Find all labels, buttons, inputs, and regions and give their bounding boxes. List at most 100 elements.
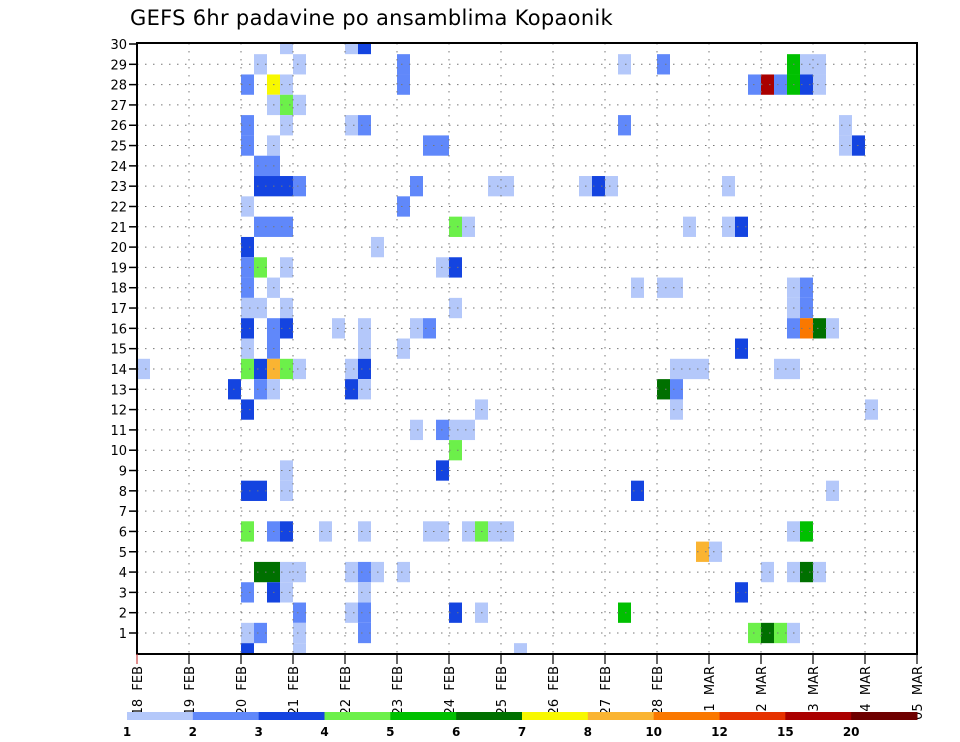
- heatmap-cell: [254, 297, 267, 319]
- heatmap-cell: [241, 643, 254, 654]
- heatmap-cell: [735, 582, 748, 603]
- chart-title: GEFS 6hr padavine po ansamblima Kopaonik: [130, 6, 614, 30]
- colorbar-segment: [719, 712, 786, 720]
- heatmap-cell: [293, 561, 306, 583]
- heatmap-cell: [293, 602, 306, 623]
- heatmap-cell: [605, 176, 618, 197]
- colorbar: 1 2 3 4 5 6 7 8 10 12 15 20: [123, 712, 918, 739]
- heatmap-cell: [293, 358, 306, 380]
- heatmap-cell: [280, 257, 293, 278]
- heatmap-cell: [254, 155, 267, 177]
- x-tick-label: 02 MAR: [755, 666, 770, 720]
- heatmap-cell: [800, 561, 813, 583]
- y-tick-label: 4: [119, 566, 127, 581]
- colorbar-segment: [522, 712, 589, 720]
- heatmap-cell: [800, 74, 813, 95]
- y-tick-label: 13: [110, 383, 127, 398]
- heatmap-cell: [774, 358, 787, 380]
- heatmap-cell: [592, 176, 605, 197]
- y-tick-label: 29: [110, 58, 127, 73]
- heatmap-cell: [254, 480, 267, 501]
- x-tick-label: 20 FEB: [235, 666, 250, 715]
- heatmap-cell: [761, 622, 774, 644]
- heatmap-cell: [670, 277, 683, 298]
- y-tick-label: 2: [119, 607, 127, 622]
- heatmap-cell: [449, 297, 462, 319]
- heatmap-cell: [241, 135, 254, 156]
- heatmap-cell: [241, 236, 254, 258]
- heatmap-cell: [241, 74, 254, 95]
- heatmap-cell: [241, 318, 254, 339]
- heatmap-cell: [410, 419, 423, 441]
- heatmap-cell: [813, 74, 826, 95]
- heatmap-cell: [358, 338, 371, 359]
- heatmap-cell: [449, 419, 462, 441]
- y-tick-label: 17: [110, 302, 127, 317]
- y-tick-label: 6: [119, 525, 127, 540]
- heatmap-cell: [345, 602, 358, 623]
- heatmap-cell: [241, 622, 254, 644]
- x-tick-label: 03 MAR: [807, 666, 822, 720]
- colorbar-segment: [127, 712, 194, 720]
- heatmap-cell: [241, 277, 254, 298]
- heatmap-cell: [631, 277, 644, 298]
- heatmap-cell: [280, 74, 293, 95]
- y-tick-label: 21: [110, 221, 127, 236]
- heatmap-cell: [241, 480, 254, 501]
- heatmap-cell: [358, 358, 371, 380]
- colorbar-label: 2: [189, 725, 197, 739]
- heatmap-cell: [449, 602, 462, 623]
- y-tick-label: 7: [119, 505, 127, 520]
- y-tick-label: 9: [119, 465, 127, 480]
- heatmap-cell: [280, 521, 293, 542]
- x-tick-label: 01 MAR: [703, 666, 718, 720]
- x-tick-label: 21 FEB: [287, 666, 302, 715]
- heatmap-cell: [358, 602, 371, 623]
- colorbar-label: 6: [452, 725, 460, 739]
- heatmap-cell: [735, 216, 748, 237]
- y-tick-label: 18: [110, 282, 127, 297]
- colorbar-label: 3: [254, 725, 262, 739]
- heatmap-cell: [293, 94, 306, 116]
- heatmap-cell: [397, 54, 410, 75]
- heatmap-cell: [774, 74, 787, 95]
- heatmap-cell: [696, 358, 709, 380]
- colorbar-label: 5: [386, 725, 394, 739]
- y-tick-label: 15: [110, 343, 127, 358]
- heatmap-cell: [735, 338, 748, 359]
- y-tick-label: 14: [110, 363, 127, 378]
- y-tick-label: 1: [119, 627, 127, 642]
- colorbar-label: 12: [711, 725, 728, 739]
- heatmap-cell: [293, 54, 306, 75]
- colorbar-segment: [785, 712, 852, 720]
- heatmap-cell: [462, 216, 475, 237]
- heatmap-cell: [670, 379, 683, 400]
- heatmap-cell: [345, 115, 358, 136]
- colorbar-label: 4: [320, 725, 328, 739]
- y-tick-label: 5: [119, 546, 127, 561]
- heatmap-cell: [280, 297, 293, 319]
- heatmap-cell: [761, 74, 774, 95]
- heatmap-cell: [397, 561, 410, 583]
- x-tick-label: 25 FEB: [495, 666, 510, 715]
- heatmap-cell: [280, 318, 293, 339]
- x-tick-label: 26 FEB: [547, 666, 562, 715]
- heatmap-cell: [813, 561, 826, 583]
- x-tick-label: 18 FEB: [131, 666, 146, 715]
- heatmap-cell: [826, 480, 839, 501]
- heatmap-cell: [657, 54, 670, 75]
- heatmap-cell: [280, 216, 293, 237]
- y-tick-label: 3: [119, 586, 127, 601]
- heatmap-cell: [358, 318, 371, 339]
- y-tick-label: 12: [110, 404, 127, 419]
- heatmap-cell: [319, 521, 332, 542]
- heatmap-cell: [254, 54, 267, 75]
- heatmap-cell: [254, 622, 267, 644]
- heatmap-cell: [254, 358, 267, 380]
- heatmap-cell: [501, 521, 514, 542]
- heatmap-cell: [137, 358, 150, 380]
- heatmap-cell: [618, 115, 631, 136]
- colorbar-segment: [192, 712, 260, 720]
- heatmap-cell: [865, 399, 878, 420]
- heatmap-cell: [670, 399, 683, 420]
